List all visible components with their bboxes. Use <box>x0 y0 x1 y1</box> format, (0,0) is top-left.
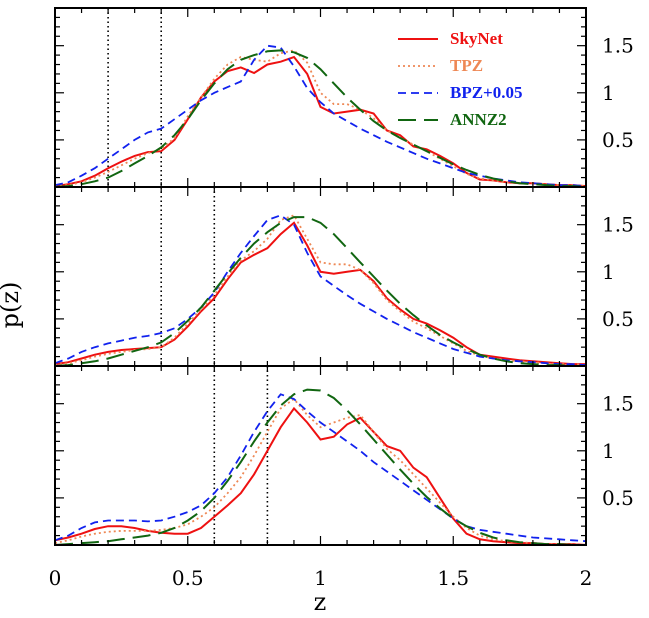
y-tick-label: 1.5 <box>602 34 634 58</box>
series-line-bpz-0-05 <box>54 393 587 543</box>
x-tick-label: 1 <box>314 566 327 590</box>
y-tick-label: 1 <box>602 439 615 463</box>
x-tick-label: 0 <box>49 566 62 590</box>
series-line-skynet <box>54 406 587 546</box>
series-line-tpz <box>54 397 587 546</box>
series-line-tpz <box>54 214 587 366</box>
y-tick-label: 0.5 <box>602 128 634 152</box>
x-axis-title: z <box>314 588 327 616</box>
series-line-annz2 <box>54 216 586 367</box>
series-line-skynet <box>54 221 586 366</box>
panel-frame <box>54 365 587 546</box>
panels-layer: 0.5 1 1.5 0.5 1 1.5 0.5 1 1.5 <box>54 7 634 546</box>
y-tick-label: 1.5 <box>602 392 634 416</box>
series-line-annz2 <box>54 49 587 188</box>
panel-2: 0.5 1 1.5 <box>54 186 634 367</box>
y-tick-label: 0.5 <box>602 486 634 510</box>
x-tick-label: 2 <box>580 566 593 590</box>
series-line-annz2 <box>54 388 586 546</box>
x-tick-label: 1.5 <box>437 566 469 590</box>
y-tick-label: 1 <box>602 260 615 284</box>
y-tick-label: 0.5 <box>602 307 634 331</box>
legend-label: SkyNet <box>450 29 503 48</box>
legend-label: ANNZ2 <box>450 110 507 129</box>
x-tick-labels: 0 0.5 1 1.5 2 <box>49 566 593 590</box>
legend: SkyNet TPZ BPZ+0.05 ANNZ2 <box>398 29 523 129</box>
panel-3: 0.5 1 1.5 <box>54 365 634 546</box>
legend-label: TPZ <box>450 56 483 75</box>
panel-1: 0.5 1 1.5 <box>54 7 634 188</box>
series-line-tpz <box>54 49 587 187</box>
y-tick-label: 1.5 <box>602 213 634 237</box>
series-line-bpz-0-05 <box>54 214 587 366</box>
x-tick-label: 0.5 <box>172 566 204 590</box>
y-tick-label: 1 <box>602 81 615 105</box>
y-axis-title: p(z) <box>0 282 24 329</box>
legend-label: BPZ+0.05 <box>450 83 523 102</box>
